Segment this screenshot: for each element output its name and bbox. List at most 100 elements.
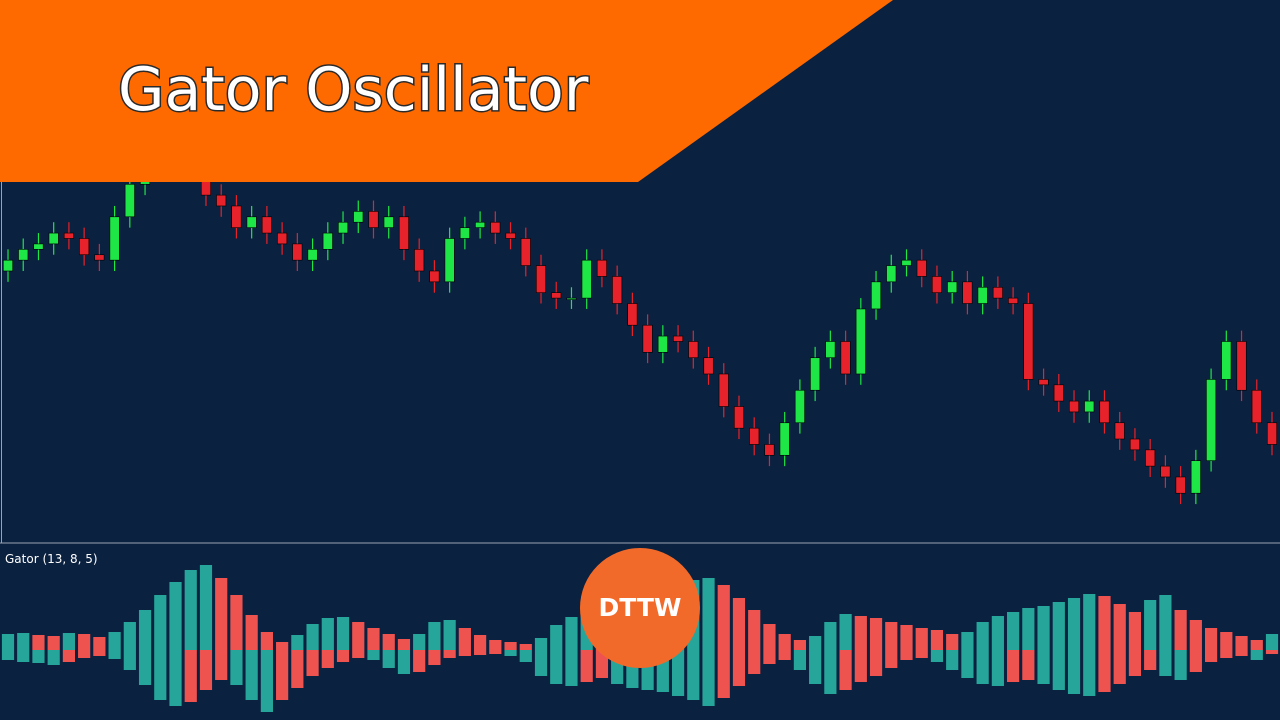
gator-bar bbox=[1113, 650, 1126, 684]
candle-body bbox=[520, 238, 531, 266]
gator-bar bbox=[1083, 650, 1096, 696]
gator-bar bbox=[1204, 650, 1218, 662]
gator-bar bbox=[184, 650, 197, 702]
gator-bar bbox=[961, 632, 974, 650]
gator-bar bbox=[1144, 600, 1157, 650]
candle-body bbox=[109, 216, 120, 261]
gator-bar bbox=[138, 650, 152, 685]
gator-bar bbox=[215, 578, 228, 650]
candle-body bbox=[673, 335, 684, 342]
gator-bar bbox=[306, 650, 319, 676]
gator-bar bbox=[1174, 610, 1187, 650]
gator-bar bbox=[976, 622, 989, 650]
gator-bar bbox=[93, 637, 106, 650]
gator-bar bbox=[382, 650, 395, 668]
gator-bar bbox=[123, 622, 136, 650]
candle-body bbox=[1266, 422, 1278, 445]
gator-bar bbox=[717, 650, 730, 698]
candle-body bbox=[1160, 465, 1171, 478]
gator-bar bbox=[321, 650, 334, 668]
gator-bar bbox=[17, 650, 30, 662]
gator-bar bbox=[565, 617, 578, 650]
gator-bar bbox=[702, 578, 715, 650]
gator-bar bbox=[748, 650, 761, 674]
gator-bar bbox=[869, 650, 883, 676]
gator-bar bbox=[1037, 606, 1050, 650]
gator-bar bbox=[930, 630, 944, 650]
gator-bar bbox=[382, 634, 395, 650]
gator-bar bbox=[1007, 612, 1020, 650]
candle-body bbox=[277, 232, 288, 245]
gator-bar bbox=[154, 650, 167, 700]
gator-bar bbox=[534, 650, 548, 676]
logo-circle bbox=[580, 548, 700, 668]
gator-bar bbox=[245, 615, 258, 650]
candle-body bbox=[505, 232, 516, 239]
gator-bar bbox=[961, 650, 974, 678]
candle-body bbox=[475, 221, 486, 228]
gator-bar bbox=[336, 617, 350, 650]
gator-bar bbox=[854, 650, 867, 682]
candle-body bbox=[383, 216, 394, 228]
gator-bar bbox=[504, 642, 517, 650]
gator-bar bbox=[230, 650, 243, 685]
candle-body bbox=[581, 259, 592, 299]
candle-body bbox=[1206, 379, 1217, 461]
candle-body bbox=[18, 249, 29, 261]
gator-bar bbox=[1067, 650, 1081, 694]
gator-bar bbox=[199, 650, 213, 690]
gator-bar bbox=[900, 625, 913, 650]
candle-body bbox=[642, 324, 653, 353]
gator-bar bbox=[915, 650, 928, 658]
gator-bar bbox=[991, 650, 1004, 686]
gator-bar bbox=[184, 570, 197, 650]
candle-body bbox=[94, 254, 105, 261]
gator-bar bbox=[763, 624, 776, 650]
gator-bar bbox=[854, 616, 867, 650]
gator-bar bbox=[1113, 604, 1126, 650]
candle-body bbox=[764, 444, 775, 456]
candle-body bbox=[1008, 297, 1019, 304]
gator-bar bbox=[1007, 650, 1020, 682]
gator-bar bbox=[1083, 594, 1096, 650]
candle-body bbox=[840, 341, 851, 375]
candle-body bbox=[810, 357, 821, 391]
candle-body bbox=[901, 259, 912, 266]
gator-bar bbox=[458, 650, 471, 656]
candle-body bbox=[246, 216, 257, 228]
gator-bar bbox=[930, 650, 944, 662]
gator-bar bbox=[1128, 650, 1142, 676]
gator-bar bbox=[352, 650, 365, 658]
candle-body bbox=[2, 259, 14, 272]
title-banner bbox=[0, 0, 893, 182]
gator-bar bbox=[47, 636, 60, 650]
gator-bar bbox=[1189, 620, 1202, 650]
gator-bar bbox=[1159, 650, 1172, 676]
candle-body bbox=[627, 303, 638, 326]
candle-body bbox=[459, 227, 470, 239]
page-title: Gator Oscillator bbox=[118, 55, 589, 125]
candle-body bbox=[490, 221, 501, 234]
gator-bar bbox=[428, 650, 441, 665]
gator-bar bbox=[1265, 650, 1279, 654]
candle-body bbox=[947, 281, 958, 293]
gator-bar bbox=[671, 650, 685, 696]
gator-bar bbox=[1220, 632, 1233, 650]
candle-body bbox=[338, 221, 349, 234]
candle-body bbox=[307, 249, 318, 261]
candle-body bbox=[916, 259, 927, 277]
gator-bar bbox=[885, 650, 898, 668]
gator-bar bbox=[809, 636, 822, 650]
gator-bar bbox=[32, 635, 45, 650]
gator-bar bbox=[215, 650, 228, 680]
candle-body bbox=[992, 286, 1003, 299]
gator-bar bbox=[824, 650, 837, 694]
gator-bar bbox=[1022, 608, 1035, 650]
candle-body bbox=[1145, 449, 1156, 467]
gator-bar bbox=[763, 650, 776, 664]
candle-body bbox=[1038, 379, 1049, 386]
candle-body bbox=[216, 194, 227, 207]
gator-bar bbox=[443, 620, 456, 650]
